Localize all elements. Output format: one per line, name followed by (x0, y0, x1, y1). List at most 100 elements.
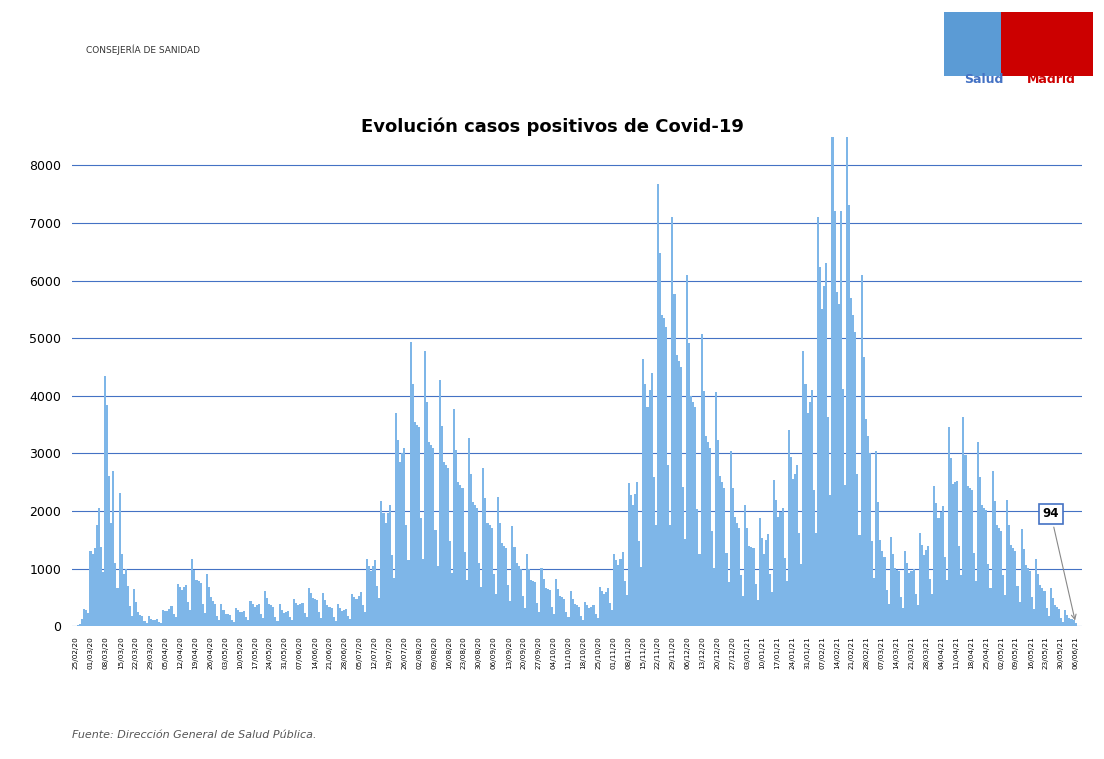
Bar (824, 286, 825, 626)
Bar (468, 438, 470, 626)
Bar (135, 602, 137, 626)
Bar (346, 609, 347, 626)
Bar (937, 518, 940, 626)
Bar (92, 553, 94, 626)
Bar (584, 602, 586, 626)
Bar (996, 524, 998, 626)
Bar (981, 505, 984, 626)
Bar (322, 593, 325, 626)
Bar (561, 597, 563, 626)
Bar (958, 546, 960, 626)
Bar (713, 568, 715, 626)
Bar (216, 616, 219, 626)
Bar (389, 505, 391, 626)
Bar (577, 606, 580, 626)
Bar (559, 597, 561, 626)
Bar (125, 568, 127, 626)
Bar (979, 477, 981, 626)
Bar (879, 540, 881, 626)
Bar (788, 430, 789, 626)
Bar (888, 604, 890, 626)
Bar (214, 604, 216, 626)
Bar (680, 367, 682, 626)
Bar (511, 526, 513, 626)
Bar (601, 591, 603, 626)
Bar (372, 565, 374, 626)
Bar (195, 580, 198, 626)
Bar (871, 540, 873, 626)
Bar (542, 579, 544, 626)
Bar (761, 537, 763, 626)
Bar (523, 608, 526, 626)
Bar (1038, 574, 1039, 626)
Bar (501, 543, 503, 626)
Bar (673, 294, 676, 626)
Bar (278, 604, 280, 626)
Bar (919, 534, 921, 626)
Bar (440, 426, 443, 626)
Bar (470, 474, 471, 626)
Bar (948, 427, 949, 626)
Bar (975, 581, 977, 626)
Bar (701, 334, 702, 626)
Bar (749, 546, 751, 626)
Bar (834, 212, 836, 626)
Bar (146, 623, 148, 626)
Bar (563, 599, 565, 626)
Bar (289, 617, 291, 626)
Bar (420, 518, 422, 626)
Bar (734, 517, 736, 626)
Bar (108, 477, 110, 626)
Text: CONSEJERÍA DE SANIDAD: CONSEJERÍA DE SANIDAD (86, 44, 200, 55)
Bar (786, 581, 788, 626)
Bar (259, 613, 262, 626)
Bar (1050, 587, 1052, 626)
Bar (622, 552, 624, 626)
Bar (285, 613, 287, 626)
Bar (940, 512, 942, 626)
Bar (461, 488, 464, 626)
Bar (588, 608, 591, 626)
Bar (81, 619, 83, 626)
Bar (869, 453, 871, 626)
Bar (455, 450, 457, 626)
Bar (431, 445, 433, 626)
Bar (499, 522, 501, 626)
Bar (330, 608, 332, 626)
Bar (838, 304, 840, 626)
Bar (488, 525, 490, 626)
Bar (407, 559, 410, 626)
Bar (715, 392, 718, 626)
Bar (233, 622, 235, 626)
Bar (174, 617, 177, 626)
Bar (746, 528, 749, 626)
Bar (1036, 559, 1038, 626)
Bar (615, 560, 617, 626)
Bar (258, 604, 259, 626)
Bar (113, 471, 115, 626)
Bar (753, 548, 754, 626)
Bar (626, 595, 628, 626)
Bar (226, 614, 229, 626)
Bar (453, 409, 455, 626)
Bar (310, 593, 311, 626)
Bar (682, 487, 683, 626)
Bar (736, 522, 737, 626)
Bar (605, 591, 607, 626)
Bar (497, 496, 499, 626)
Bar (756, 600, 758, 626)
Bar (800, 564, 803, 626)
Bar (794, 474, 796, 626)
Bar (878, 502, 879, 626)
Bar (973, 553, 975, 626)
Bar (725, 553, 728, 626)
Bar (167, 611, 169, 626)
Bar (647, 408, 648, 626)
Bar (810, 390, 813, 626)
Bar (807, 413, 808, 626)
Bar (127, 586, 129, 626)
Bar (686, 276, 688, 626)
Bar (541, 568, 542, 626)
Bar (985, 510, 987, 626)
Bar (848, 205, 850, 626)
